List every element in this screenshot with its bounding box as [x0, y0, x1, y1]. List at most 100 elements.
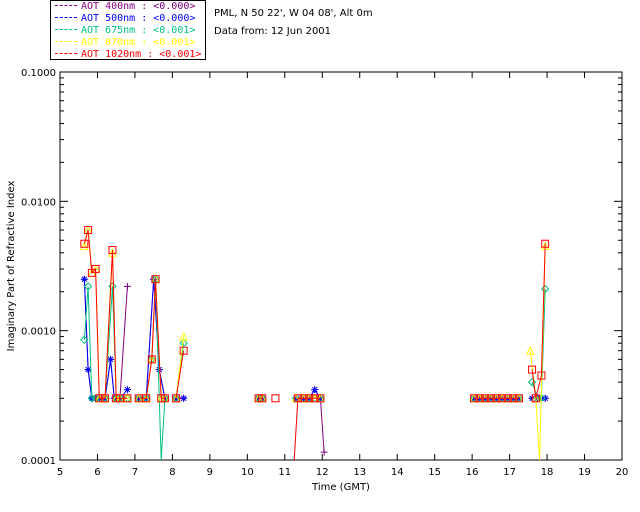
series-line: [531, 243, 546, 399]
x-tick-label: 20: [616, 467, 629, 478]
legend-swatch: [55, 40, 77, 42]
data-point: [514, 394, 523, 403]
legend-swatch: [55, 52, 77, 54]
plot-frame: [59, 71, 623, 461]
legend: AOT 400nm : <0.000> AOT 500nm : <0.000> AO…: [50, 0, 206, 60]
legend-swatch: [55, 16, 77, 18]
x-tick-label: 12: [316, 467, 329, 478]
legend-item: AOT 870nm : <0.001>: [55, 37, 195, 49]
data-point: [271, 394, 280, 403]
data-point: [481, 394, 490, 403]
data-point: [84, 226, 93, 235]
data-point: [293, 394, 302, 403]
data-point: [531, 394, 540, 403]
data-point: [503, 394, 512, 403]
data-point: [258, 394, 267, 403]
legend-label: AOT 400nm : <0.000>: [81, 1, 196, 12]
legend-label: AOT 870nm : <0.001>: [81, 37, 196, 48]
legend-label: AOT 500nm : <0.000>: [81, 13, 196, 24]
y-tick-label: 0.0100: [21, 197, 56, 208]
legend-item: AOT 500nm : <0.000>: [55, 13, 195, 25]
data-point: [179, 331, 188, 341]
legend-swatch: [55, 28, 77, 30]
data-point: [123, 282, 131, 290]
x-tick-label: 5: [57, 467, 63, 478]
data-point: [151, 275, 160, 284]
x-tick-label: 16: [466, 467, 479, 478]
data-point: [147, 355, 156, 364]
legend-swatch: [55, 4, 77, 6]
data-point: [84, 366, 92, 374]
data-point: [311, 386, 319, 394]
series-line: [83, 229, 128, 399]
x-tick-label: 11: [278, 467, 291, 478]
data-point: [528, 365, 537, 374]
data-point: [160, 394, 169, 403]
x-tick-label: 8: [169, 467, 175, 478]
x-axis-label: Time (GMT): [311, 482, 370, 493]
x-tick-label: 14: [391, 467, 404, 478]
data-point: [135, 394, 143, 402]
data-point: [475, 394, 484, 403]
x-tick-label: 10: [241, 467, 254, 478]
data-point: [80, 275, 88, 283]
data-point: [509, 394, 518, 403]
data-point: [83, 282, 93, 291]
data-point: [95, 394, 104, 403]
x-tick-label: 7: [132, 467, 138, 478]
x-tick-label: 9: [207, 467, 213, 478]
y-tick-label: 0.0001: [21, 456, 56, 467]
data-point: [80, 239, 89, 248]
data-point: [123, 394, 132, 403]
data-point: [305, 394, 314, 403]
data-point: [107, 355, 115, 363]
legend-label: AOT 1020nm : <0.001>: [81, 49, 202, 60]
data-point: [123, 386, 131, 394]
x-tick-label: 15: [428, 467, 441, 478]
x-tick-label: 6: [94, 467, 100, 478]
data-point: [320, 448, 328, 456]
data-point: [498, 394, 507, 403]
data-point: [87, 394, 97, 403]
x-tick-label: 17: [503, 467, 516, 478]
y-axis-label: Imaginary Part of Refractive Index: [6, 181, 17, 352]
data-point: [527, 377, 537, 387]
legend-label: AOT 675nm : <0.001>: [81, 25, 196, 36]
data-point: [540, 284, 550, 294]
data-point: [179, 338, 188, 348]
x-tick-label: 18: [541, 467, 554, 478]
data-point: [91, 264, 100, 273]
data-point: [142, 394, 151, 403]
series-line: [175, 350, 185, 399]
y-tick-label: 0.0010: [21, 327, 56, 338]
station-location: PML, N 50 22', W 04 08', Alt 0m: [214, 8, 373, 19]
data-date: Data from: 12 Jun 2001: [214, 26, 332, 37]
series-line: [293, 397, 321, 461]
data-point: [470, 394, 479, 403]
data-point: [486, 394, 495, 403]
data-point: [316, 394, 325, 403]
data-point: [155, 366, 163, 374]
data-point: [179, 346, 188, 355]
data-point: [180, 394, 188, 402]
series-4: [80, 226, 550, 461]
x-tick-label: 19: [578, 467, 591, 478]
legend-item: AOT 1020nm : <0.001>: [55, 49, 201, 61]
legend-item: AOT 400nm : <0.000>: [55, 1, 195, 13]
series-layer: [80, 225, 550, 461]
data-point: [537, 371, 546, 380]
y-tick-label: 0.1000: [21, 68, 56, 79]
series-line: [138, 279, 166, 399]
data-point: [80, 335, 89, 345]
data-point: [541, 239, 550, 248]
x-tick-label: 13: [353, 467, 366, 478]
axes: 5 6 7 8 9 10 11 12 13 14 15 16 17 18 19 20 0.0001 0.0010 0…: [21, 68, 628, 478]
data-point: [108, 246, 117, 255]
series-3: [80, 225, 550, 461]
data-point: [299, 394, 308, 403]
legend-item: AOT 675nm : <0.001>: [55, 25, 195, 37]
data-point: [172, 394, 181, 403]
data-point: [100, 394, 109, 403]
data-point: [310, 394, 319, 403]
